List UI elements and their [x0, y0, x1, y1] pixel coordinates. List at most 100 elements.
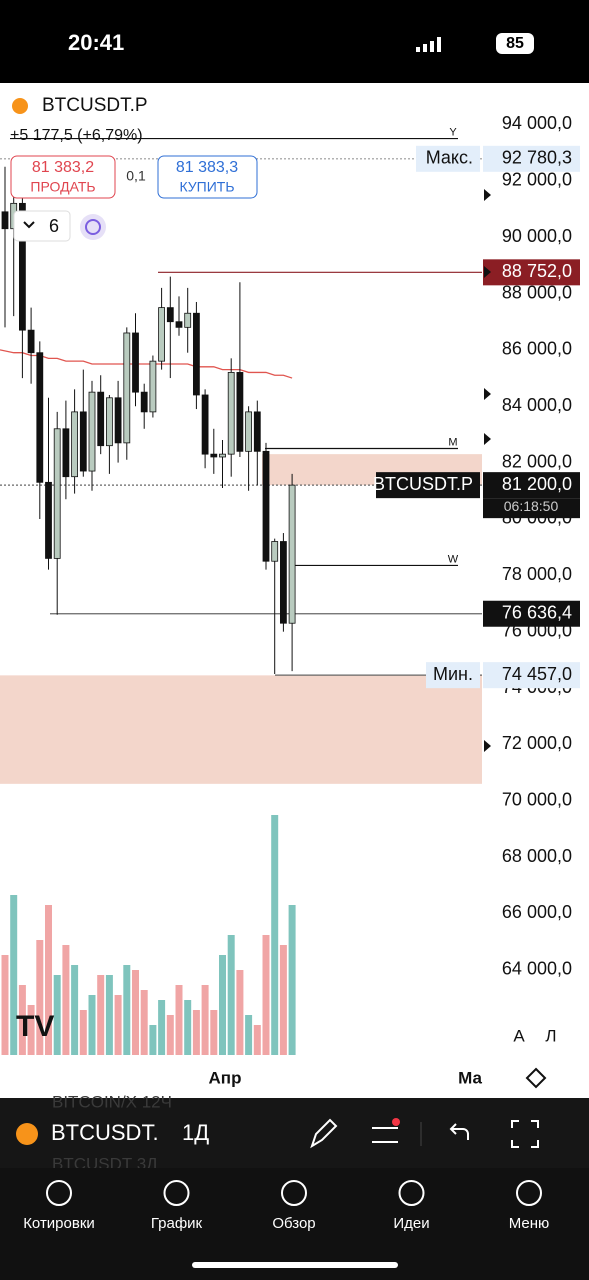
candle-body [158, 307, 166, 362]
nav-icon[interactable] [516, 1180, 542, 1206]
status-bar [0, 0, 589, 83]
candle-body [149, 360, 157, 413]
candle-body [114, 397, 122, 444]
y-tick-label: 72 000,0 [502, 733, 572, 753]
price-label: 92 780,3 [502, 148, 572, 168]
symbol[interactable]: BTCUSDT.P [42, 95, 148, 116]
candle-body [123, 332, 131, 444]
toolbar-symbol[interactable]: BTCUSDT. [51, 1120, 159, 1145]
auto-button[interactable] [508, 1024, 530, 1048]
volume-bar [245, 1015, 253, 1055]
volume-bar [175, 985, 183, 1055]
indicators-icon[interactable] [372, 1127, 398, 1143]
y-tick-label: 86 000,0 [502, 339, 572, 359]
y-tick-label: 84 000,0 [502, 395, 572, 415]
volume-bar [105, 975, 113, 1055]
ghost-text: BITCOIN/X 12Ч [52, 1092, 172, 1111]
volume-bar [158, 1000, 166, 1055]
level-name: Мин. [433, 664, 473, 684]
candle-body [210, 453, 218, 458]
volume-bar [219, 955, 226, 1055]
candle-body [1, 211, 9, 230]
candle-body [262, 450, 270, 562]
y-tick-label: 66 000,0 [502, 902, 572, 922]
level-name: Макс. [426, 148, 473, 168]
volume-bar [1, 955, 9, 1055]
toolbar-interval[interactable]: 1Д [182, 1120, 209, 1145]
price-label-bg [483, 600, 580, 627]
volume-bar [53, 975, 61, 1055]
nav-label[interactable]: Котировки [23, 1215, 95, 1232]
volume-bar [227, 935, 235, 1055]
replay-button[interactable] [80, 214, 106, 240]
volume-bar [45, 905, 52, 1055]
candle-body [71, 411, 78, 478]
period-label: W [448, 553, 459, 565]
nav-label[interactable]: Идеи [393, 1215, 429, 1232]
candle-body [288, 484, 296, 624]
volume-bar [123, 965, 131, 1055]
coin-icon [16, 1123, 38, 1145]
fullscreen-icon[interactable] [511, 1120, 539, 1148]
axis-arrow [484, 189, 491, 201]
volume-bar [36, 940, 44, 1055]
volume-bar [149, 1025, 157, 1055]
candle-body [18, 202, 26, 331]
candle-body [27, 329, 35, 354]
candle-body [106, 397, 113, 447]
change: +5 177,5 (+6,79%) [10, 127, 143, 144]
volume-bar [88, 995, 96, 1055]
volume-bar [271, 815, 279, 1055]
volume-bar [166, 1015, 174, 1055]
interval-value: 6 [49, 216, 59, 236]
badge [392, 1118, 400, 1126]
volume-bar [279, 945, 287, 1055]
price-label: 88 752,0 [502, 261, 572, 281]
volume-bar [184, 1000, 192, 1055]
interval-dropdown[interactable] [13, 210, 71, 242]
volume-bar [10, 895, 18, 1055]
spread: 0,1 [126, 168, 146, 184]
volume-bar [288, 905, 296, 1055]
axis-arrow [484, 433, 491, 445]
volume-bar [140, 990, 148, 1055]
nav-icon[interactable] [281, 1180, 307, 1206]
candle-body [271, 541, 279, 562]
nav-icon[interactable] [398, 1180, 425, 1206]
candle-body [184, 312, 192, 328]
draw-icon[interactable] [310, 1118, 338, 1149]
nav-label[interactable]: Обзор [272, 1215, 315, 1232]
nav-icon[interactable] [46, 1180, 72, 1206]
volume-bar [18, 985, 26, 1055]
candle-body [53, 428, 61, 559]
y-tick-label: 94 000,0 [502, 113, 572, 133]
volume-bar [79, 1010, 87, 1055]
buy-button[interactable] [157, 155, 258, 199]
price-label: 76 636,4 [502, 602, 572, 622]
level-name-bg [426, 662, 480, 689]
nav-label[interactable]: График [151, 1215, 203, 1232]
sell-price: 81 383,2 [32, 159, 94, 176]
candle-body [192, 312, 200, 396]
level-name-bg [416, 145, 480, 172]
nav-icon[interactable] [163, 1180, 190, 1206]
volume-bar [114, 995, 122, 1055]
chevron [23, 221, 35, 229]
candle-body [201, 394, 209, 455]
x-label: Ма [458, 1068, 482, 1087]
candle-body [219, 453, 226, 458]
volume-bar [210, 1010, 218, 1055]
clock: 20:41 [68, 30, 124, 55]
sell-button[interactable] [10, 155, 116, 199]
replay-icon [85, 219, 101, 235]
candle-body [236, 372, 244, 452]
undo-icon[interactable] [449, 1123, 469, 1140]
nav-label[interactable]: Меню [509, 1215, 550, 1232]
zone [0, 675, 482, 784]
signal-icon [416, 37, 441, 52]
settings-icon[interactable] [525, 1067, 547, 1089]
candle-body [166, 307, 174, 323]
log-label[interactable]: Л [545, 1026, 556, 1045]
candle-body [45, 481, 52, 559]
